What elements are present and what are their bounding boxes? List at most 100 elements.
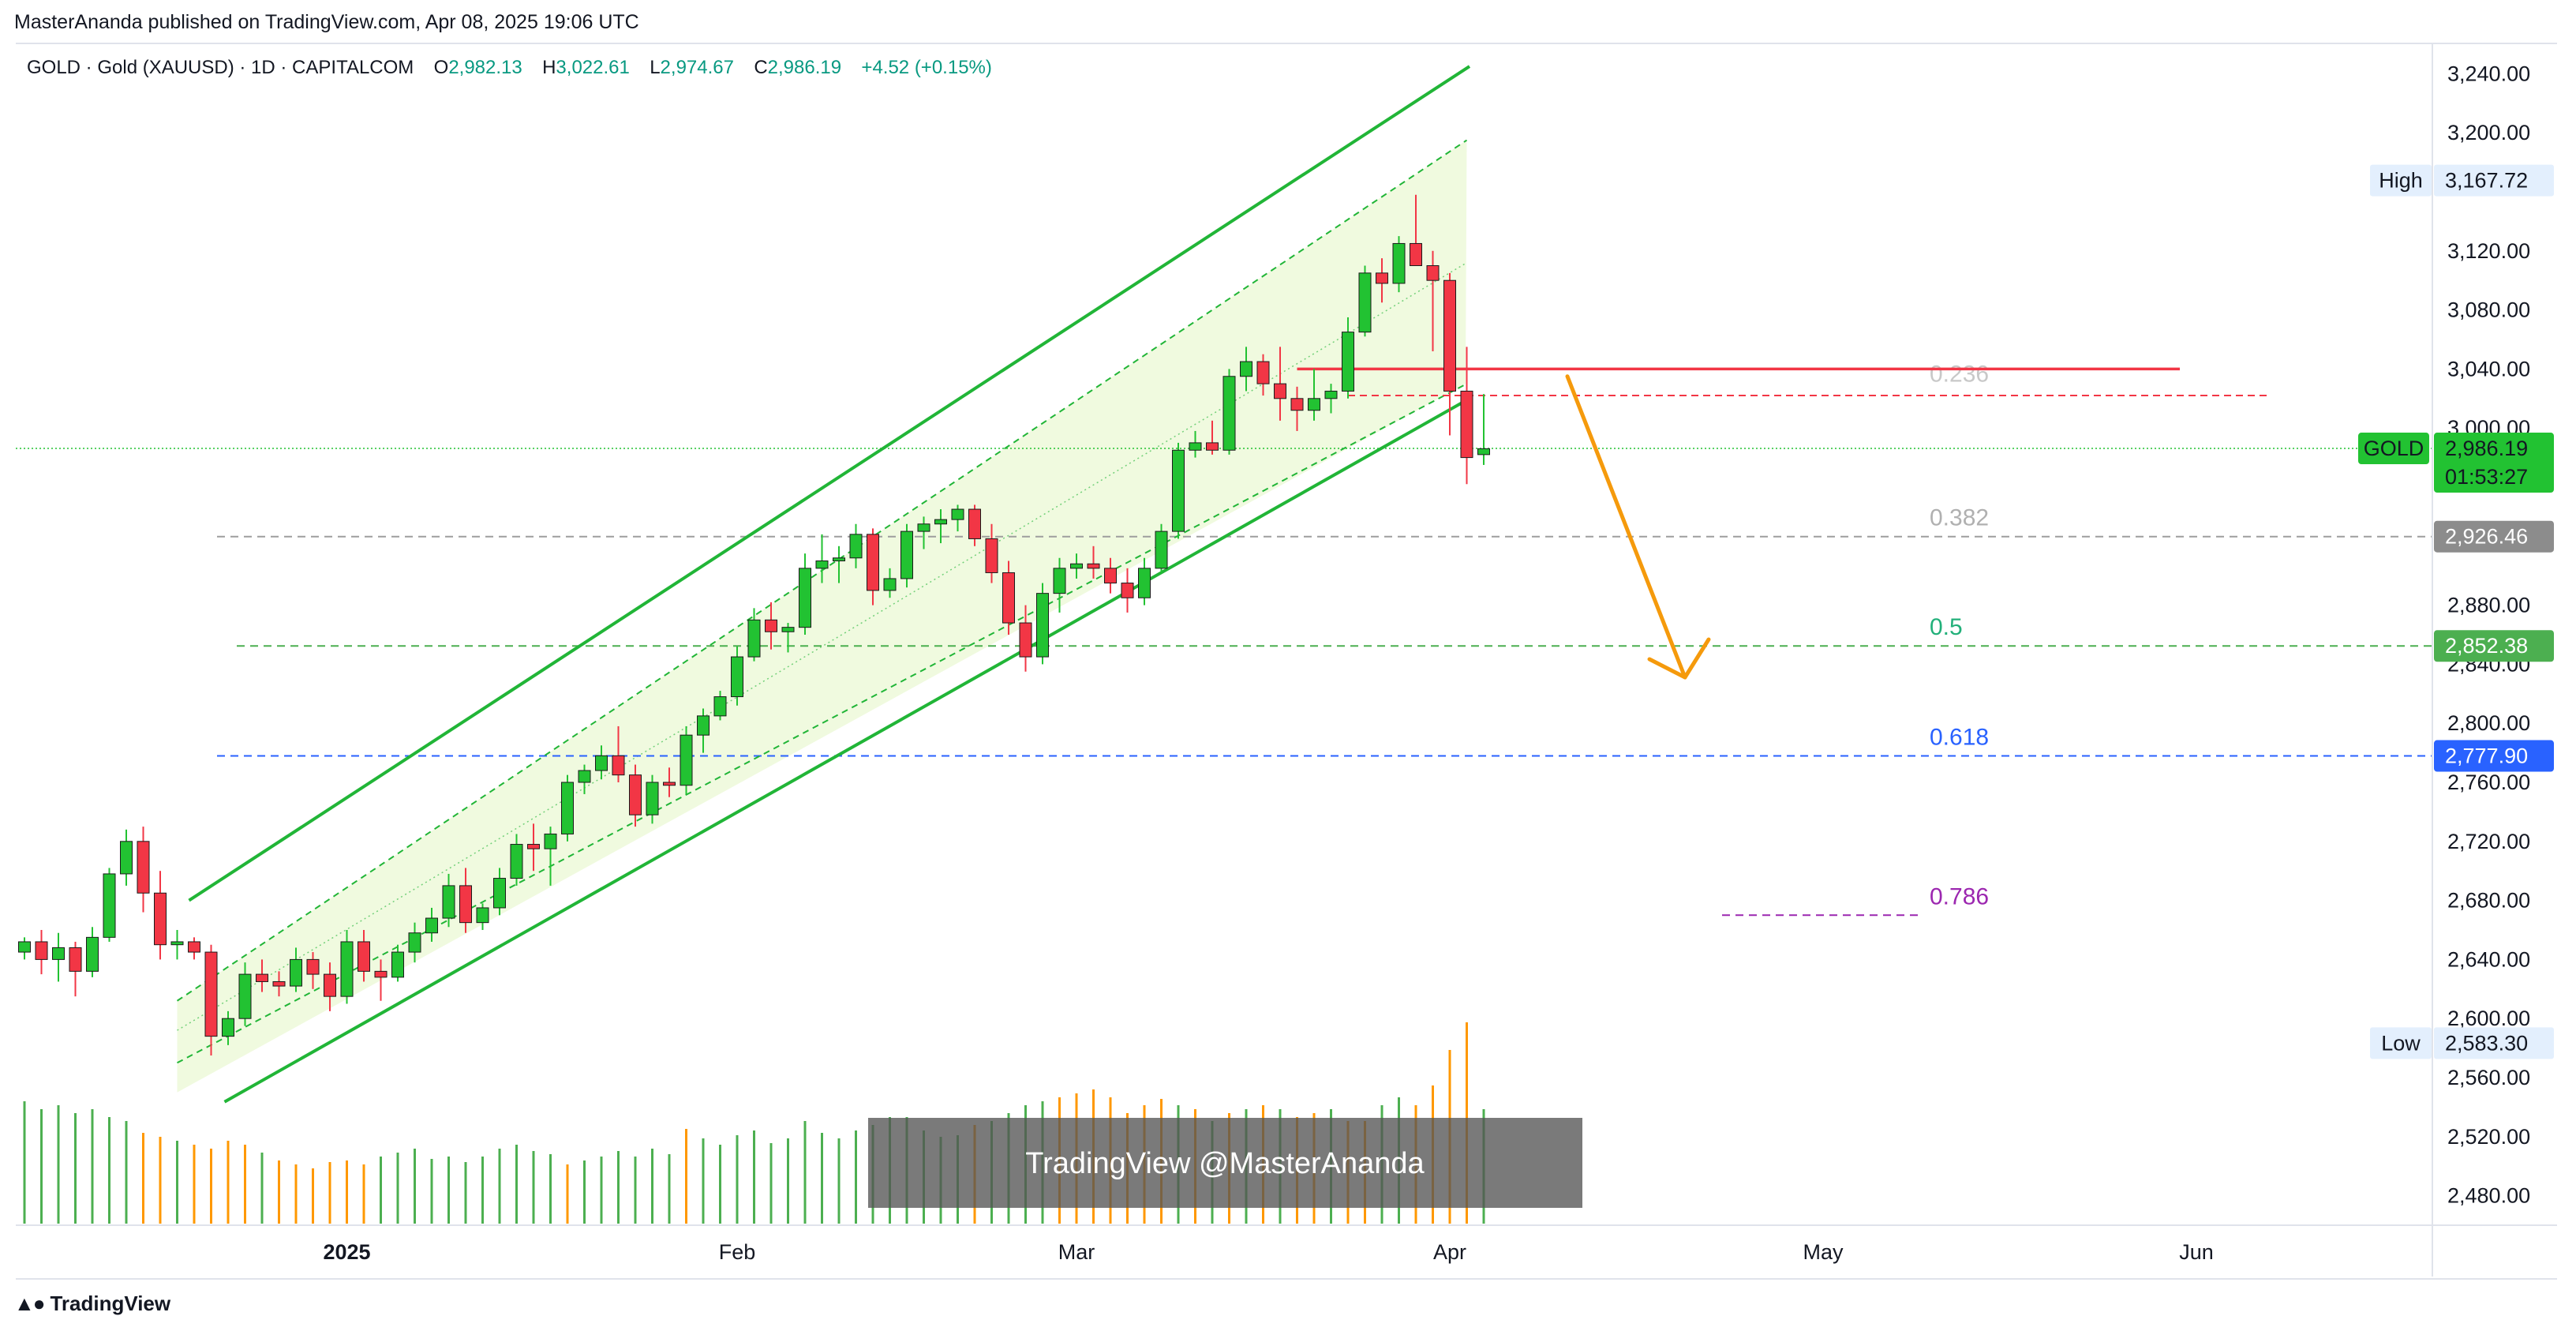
tradingview-brand: TradingView xyxy=(50,1292,171,1315)
candle-body xyxy=(544,833,557,849)
y-tick-label: 2,760.00 xyxy=(2447,770,2530,794)
candle-body xyxy=(1477,448,1490,456)
change-value: +4.52 (+0.15%) xyxy=(861,57,992,78)
candle-body xyxy=(900,531,913,579)
fib-price-tag-bg xyxy=(2434,520,2554,553)
candle-body xyxy=(713,696,727,717)
candle-body xyxy=(510,844,523,879)
candle-body xyxy=(985,538,998,573)
close-value: 2,986.19 xyxy=(767,57,842,78)
candle-body xyxy=(272,980,286,987)
candle-body xyxy=(18,941,31,953)
candle-body xyxy=(493,878,506,909)
symbol-description: GOLD · Gold (XAUUSD) · 1D · CAPITALCOM xyxy=(27,57,414,78)
fib-label-0382: 0.382 xyxy=(1930,505,1989,531)
symbol-tag-label: GOLD xyxy=(2364,437,2424,460)
y-tick-label: 3,240.00 xyxy=(2447,62,2530,85)
candle-body xyxy=(1274,383,1286,399)
candle-body xyxy=(1121,583,1134,598)
candle-body xyxy=(391,951,404,978)
y-tick-label: 2,600.00 xyxy=(2447,1007,2530,1030)
projection-arrow xyxy=(1565,374,1687,680)
candle-body xyxy=(306,958,320,975)
channel-lower-line xyxy=(223,397,1470,1104)
candle-body xyxy=(1410,242,1422,267)
candle-body xyxy=(238,973,252,1019)
tradingview-logo[interactable]: ▲● TradingView xyxy=(14,1292,170,1316)
countdown-value: 01:53:27 xyxy=(2445,465,2528,489)
fib-label-0786: 0.786 xyxy=(1930,883,1989,909)
candle-body xyxy=(1189,442,1202,451)
high-marker-value-bg xyxy=(2434,164,2554,197)
candle-body xyxy=(849,534,863,559)
candle-body xyxy=(883,578,897,591)
channel-midline xyxy=(177,262,1467,1031)
candle-body xyxy=(1308,398,1320,411)
y-tick-label: 2,560.00 xyxy=(2447,1066,2530,1089)
candle-body xyxy=(86,936,99,972)
candle-body xyxy=(374,970,388,978)
candle-body xyxy=(222,1018,234,1037)
candle-body xyxy=(697,715,710,736)
candle-body xyxy=(1290,398,1304,411)
high-marker-label: High xyxy=(2379,169,2423,193)
fib-price-tag-value: 2,777.90 xyxy=(2445,744,2528,768)
candle-body xyxy=(646,782,659,815)
candle-body xyxy=(1206,442,1219,451)
symbol-legend: GOLD · Gold (XAUUSD) · 1D · CAPITALCOM O… xyxy=(27,57,992,79)
candle-body xyxy=(1240,361,1252,377)
candle-body xyxy=(324,973,336,997)
x-tick-label: May xyxy=(1803,1240,1844,1264)
candle-body xyxy=(69,947,82,972)
y-tick-label: 2,640.00 xyxy=(2447,947,2530,971)
close-label: C xyxy=(754,57,768,78)
candle-body xyxy=(1155,531,1168,569)
tradingview-logo-icon: ▲● xyxy=(14,1292,45,1315)
y-tick-label: 3,200.00 xyxy=(2447,121,2530,144)
high-value: 3,022.61 xyxy=(556,57,630,78)
candle-body xyxy=(1070,563,1083,569)
candle-body xyxy=(256,973,268,982)
candle-body xyxy=(340,941,354,997)
high-marker-label-bg xyxy=(2370,164,2432,197)
candle-body xyxy=(476,907,489,924)
candle-body xyxy=(1376,272,1388,284)
candle-body xyxy=(425,917,438,934)
candle-body xyxy=(154,892,167,946)
candle-body xyxy=(934,519,947,525)
candle-body xyxy=(1087,563,1100,569)
candle-body xyxy=(459,885,472,924)
candle-body xyxy=(612,755,625,776)
candle-body xyxy=(815,561,829,569)
candle-body xyxy=(1392,242,1406,284)
candle-body xyxy=(1358,272,1372,333)
candle-body xyxy=(968,508,981,539)
candle-body xyxy=(1256,361,1270,384)
candle-body xyxy=(781,627,795,632)
chart-frame xyxy=(16,43,2557,1280)
x-tick-label: Jun xyxy=(2179,1240,2214,1264)
candle-body xyxy=(170,941,184,946)
channel-fill xyxy=(177,140,1467,1093)
candle-body xyxy=(1324,390,1338,399)
y-tick-label: 3,080.00 xyxy=(2447,298,2530,322)
fib-price-tag-bg xyxy=(2434,740,2554,772)
y-tick-label: 2,800.00 xyxy=(2447,711,2530,735)
candle-body xyxy=(1138,568,1151,598)
x-tick-label: Mar xyxy=(1058,1240,1095,1264)
candle-body xyxy=(731,656,743,698)
candle-body xyxy=(1426,265,1440,281)
candle-body xyxy=(358,941,370,972)
high-marker-value: 3,167.72 xyxy=(2445,169,2528,193)
x-tick-label: Apr xyxy=(1433,1240,1466,1264)
candle-body xyxy=(408,932,421,953)
candle-body xyxy=(1002,572,1015,624)
candle-body xyxy=(1053,568,1066,594)
high-label: H xyxy=(542,57,556,78)
last-price-tag-bg xyxy=(2434,433,2554,493)
candle-body xyxy=(527,844,540,849)
open-value: 2,982.13 xyxy=(448,57,522,78)
projection-arrowhead xyxy=(1647,637,1711,680)
candle-body xyxy=(1342,332,1354,392)
